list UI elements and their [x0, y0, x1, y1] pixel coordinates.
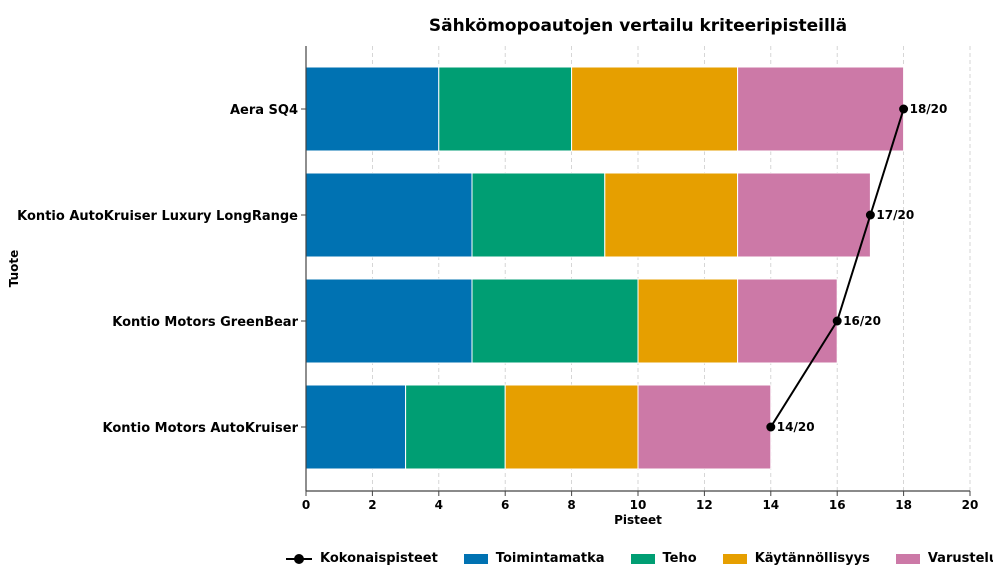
legend-label: Varustelu	[927, 551, 993, 566]
bar-segment-varustelu	[637, 384, 772, 470]
total-point	[832, 316, 842, 326]
bar-segment-k-yt-nn-llisyys	[604, 172, 739, 258]
total-point	[766, 422, 776, 432]
chart-title: Sähkömopoautojen vertailu kriteeripistei…	[429, 16, 847, 36]
legend-item-total: Kokonaispisteet	[286, 551, 438, 566]
legend-item-varustelu: Varustelu	[895, 551, 993, 566]
bar-segment-k-yt-nn-llisyys	[571, 66, 739, 152]
x-tick-label: 14	[762, 498, 779, 512]
x-tick-label: 2	[368, 498, 376, 512]
x-tick-label: 16	[829, 498, 846, 512]
bar-segment-k-yt-nn-llisyys	[637, 278, 739, 364]
x-tick-label: 12	[696, 498, 713, 512]
legend-line-marker	[286, 553, 312, 565]
bar-segment-varustelu	[737, 278, 838, 364]
legend-label: Käytännöllisyys	[754, 551, 870, 566]
bar-segment-toimintamatka	[305, 278, 473, 364]
legend-item-teho: Teho	[630, 551, 697, 566]
x-tick-label: 6	[501, 498, 509, 512]
x-tick-label: 8	[567, 498, 575, 512]
category-label: Kontio AutoKruiser Luxury LongRange	[17, 209, 298, 224]
legend-label: Teho	[662, 551, 697, 566]
total-data-label: 16/20	[843, 314, 881, 328]
x-axis-title: Pisteet	[614, 513, 662, 527]
legend-swatch	[722, 553, 747, 564]
legend-swatch	[630, 553, 655, 564]
x-tick-label: 0	[302, 498, 310, 512]
x-tick-label: 18	[895, 498, 912, 512]
total-data-label: 14/20	[777, 420, 815, 434]
bar-segment-toimintamatka	[305, 384, 407, 470]
axes	[301, 46, 971, 496]
total-line	[769, 108, 905, 428]
bar-segment-toimintamatka	[305, 172, 473, 258]
total-line-series: 18/20 17/20 16/20 14/20	[766, 102, 947, 434]
category-label: Kontio Motors AutoKruiser	[103, 421, 299, 436]
bar-segment-teho	[438, 66, 573, 152]
legend-label: Toimintamatka	[495, 551, 605, 566]
y-axis-title: Tuote	[7, 250, 21, 288]
x-tick-label: 4	[435, 498, 443, 512]
total-data-label: 17/20	[876, 208, 914, 222]
bar-segment-k-yt-nn-llisyys	[504, 384, 639, 470]
legend-swatch	[463, 553, 488, 564]
legend-item-k-yt-nn-llisyys: Käytännöllisyys	[722, 551, 870, 566]
legend-swatch	[895, 553, 920, 564]
bar-segment-teho	[471, 278, 639, 364]
legend: Kokonaispisteet Toimintamatka Teho Käytännö…	[286, 551, 993, 566]
bar-segment-varustelu	[737, 66, 905, 152]
legend-item-toimintamatka: Toimintamatka	[463, 551, 605, 566]
bar-segment-teho	[471, 172, 606, 258]
category-label: Kontio Motors GreenBear	[112, 315, 298, 330]
legend-label: Kokonaispisteet	[320, 551, 438, 566]
category-labels: Aera SQ4 Kontio AutoKruiser Luxury LongRa…	[17, 103, 298, 436]
bar-series	[305, 66, 905, 470]
bar-segment-teho	[405, 384, 506, 470]
bar-segment-toimintamatka	[305, 66, 440, 152]
total-point	[865, 210, 875, 220]
category-label: Aera SQ4	[230, 103, 298, 118]
x-tick-label: 20	[962, 498, 979, 512]
x-tick-labels: 0 2 4 6 8 10 12 14 16 18 20	[302, 498, 979, 512]
bar-segment-varustelu	[737, 172, 871, 258]
x-tick-label: 10	[630, 498, 647, 512]
total-point	[899, 104, 909, 114]
total-data-label: 18/20	[910, 102, 948, 116]
